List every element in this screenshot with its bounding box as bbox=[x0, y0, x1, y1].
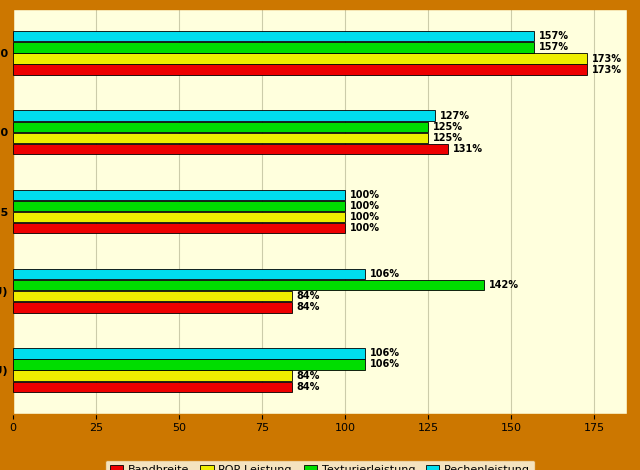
Bar bbox=[13, 348, 365, 359]
Bar bbox=[13, 144, 448, 154]
Text: 142%: 142% bbox=[490, 280, 520, 290]
Bar bbox=[13, 110, 435, 121]
Bar bbox=[13, 269, 365, 279]
Text: 106%: 106% bbox=[370, 348, 400, 358]
Text: 84%: 84% bbox=[297, 382, 320, 392]
Bar bbox=[13, 302, 292, 313]
Text: 100%: 100% bbox=[350, 190, 380, 200]
Bar bbox=[13, 190, 345, 200]
Legend: Bandbreite, ROP-Leistung, Texturierleistung, Rechenleistung: Bandbreite, ROP-Leistung, Texturierleist… bbox=[104, 460, 536, 470]
Text: 173%: 173% bbox=[593, 54, 622, 63]
Bar bbox=[13, 64, 588, 75]
Bar bbox=[13, 133, 428, 143]
Bar bbox=[13, 382, 292, 392]
Text: 106%: 106% bbox=[370, 360, 400, 369]
Bar bbox=[13, 223, 345, 233]
Bar bbox=[13, 201, 345, 211]
Bar bbox=[13, 359, 365, 369]
Bar bbox=[13, 212, 345, 222]
Text: 84%: 84% bbox=[297, 302, 320, 313]
Text: 131%: 131% bbox=[453, 144, 483, 154]
Text: 84%: 84% bbox=[297, 291, 320, 301]
Text: 106%: 106% bbox=[370, 269, 400, 279]
Text: 157%: 157% bbox=[539, 31, 569, 41]
Text: 157%: 157% bbox=[539, 42, 569, 53]
Text: 100%: 100% bbox=[350, 201, 380, 211]
Text: 127%: 127% bbox=[440, 110, 470, 121]
Text: 125%: 125% bbox=[433, 133, 463, 143]
Bar bbox=[13, 122, 428, 132]
Text: 100%: 100% bbox=[350, 223, 380, 233]
Bar bbox=[13, 54, 588, 64]
Bar bbox=[13, 280, 484, 290]
Bar bbox=[13, 291, 292, 301]
Text: 173%: 173% bbox=[593, 65, 622, 75]
Text: 100%: 100% bbox=[350, 212, 380, 222]
Bar bbox=[13, 42, 534, 53]
Bar bbox=[13, 31, 534, 41]
Text: 84%: 84% bbox=[297, 370, 320, 381]
Bar bbox=[13, 370, 292, 381]
Text: 125%: 125% bbox=[433, 122, 463, 132]
